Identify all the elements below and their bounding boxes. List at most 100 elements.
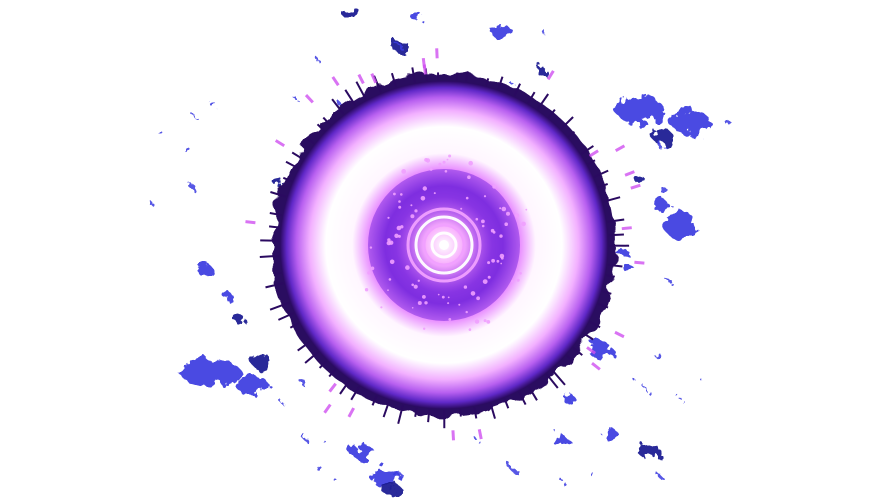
- edge-spike: [339, 379, 351, 395]
- debris-shard: [370, 73, 378, 84]
- splatter-dot: [666, 278, 671, 283]
- spark: [475, 217, 479, 221]
- spark: [370, 266, 375, 271]
- splatter-dot: [335, 480, 339, 484]
- splatter-blob: [197, 264, 213, 276]
- splatter-dot: [726, 120, 732, 126]
- spark: [414, 209, 418, 213]
- splatter-blob: [535, 66, 545, 74]
- edge-spike: [355, 81, 367, 101]
- debris-shard: [421, 57, 426, 69]
- edge-spike: [390, 72, 398, 88]
- spark: [504, 222, 509, 226]
- splatter-dot: [562, 481, 566, 485]
- debris-shard: [347, 407, 355, 418]
- splatter-blob: [625, 266, 635, 274]
- spark: [442, 160, 446, 164]
- spark: [368, 217, 371, 221]
- splatter-blob: [664, 211, 696, 239]
- edge-spike: [607, 218, 625, 223]
- spark: [422, 186, 427, 191]
- spark: [519, 272, 522, 275]
- debris-shard: [477, 428, 483, 440]
- spark: [387, 289, 389, 292]
- splatter-blob: [614, 246, 626, 254]
- spark: [465, 196, 469, 200]
- edge-spike: [566, 354, 574, 362]
- edge-spike: [350, 385, 361, 401]
- spark: [365, 250, 367, 253]
- spark: [447, 296, 450, 299]
- spark: [411, 283, 415, 287]
- spark: [511, 279, 514, 283]
- spark: [411, 307, 414, 309]
- spark: [470, 291, 476, 296]
- edge-spike: [259, 254, 280, 258]
- debris-shard: [323, 403, 332, 414]
- splatter-blob: [492, 24, 512, 40]
- edge-spike: [397, 404, 404, 424]
- spark: [491, 258, 495, 263]
- debris-shard: [586, 346, 597, 355]
- edge-spike: [589, 321, 601, 329]
- spark: [465, 310, 468, 314]
- spark: [483, 195, 487, 198]
- spark: [438, 162, 442, 166]
- splatter-blob: [616, 96, 664, 124]
- debris-shard: [304, 94, 314, 104]
- edge-spike: [282, 176, 293, 183]
- spark: [437, 293, 440, 296]
- spark: [444, 170, 448, 173]
- debris-shard: [614, 330, 625, 339]
- splatter-dot: [148, 200, 153, 205]
- spark: [369, 246, 373, 249]
- spark: [388, 278, 392, 281]
- debris-shard: [435, 48, 439, 59]
- spark: [400, 193, 403, 196]
- spark: [448, 318, 452, 321]
- spark: [364, 288, 369, 292]
- spark: [501, 206, 507, 212]
- splatter-dot: [509, 465, 515, 471]
- edge-spike: [297, 340, 311, 352]
- splatter-blob: [652, 199, 668, 211]
- debris-shard: [331, 76, 340, 87]
- spark: [499, 234, 503, 238]
- edge-spike: [316, 123, 326, 132]
- debris-shard: [634, 260, 645, 265]
- edge-spike: [289, 322, 300, 329]
- edge-spike: [318, 360, 328, 369]
- splatter-blob: [372, 468, 400, 488]
- edge-spike: [518, 391, 527, 406]
- splatter-dot: [655, 353, 662, 360]
- spark: [389, 259, 395, 265]
- splatter-blob: [236, 375, 268, 395]
- edge-spike: [497, 76, 504, 90]
- splatter-dot: [632, 378, 635, 381]
- edge-spike: [547, 108, 556, 119]
- debris-shard: [588, 149, 599, 158]
- spark: [387, 238, 391, 242]
- splatter-blob: [636, 444, 660, 456]
- edge-spike: [269, 212, 282, 217]
- edge-spike: [291, 151, 304, 161]
- splatter-blob: [635, 176, 645, 184]
- splatter-dot: [669, 203, 672, 206]
- edge-spike: [527, 386, 538, 401]
- splatter-dot: [312, 54, 316, 58]
- edge-spike: [455, 72, 459, 81]
- edge-spike: [371, 395, 378, 406]
- debris-shard: [621, 226, 632, 231]
- edge-spike: [331, 98, 345, 115]
- spark: [367, 271, 371, 275]
- edge-spike: [580, 145, 594, 155]
- edge-spike: [274, 271, 282, 275]
- spark: [429, 168, 433, 171]
- splatter-blob: [226, 294, 234, 302]
- edge-spike: [607, 263, 623, 268]
- splatter-dot: [678, 396, 682, 400]
- splatter-dot: [325, 443, 329, 446]
- edge-spike: [485, 78, 490, 86]
- spark: [396, 225, 402, 231]
- spark: [387, 216, 390, 219]
